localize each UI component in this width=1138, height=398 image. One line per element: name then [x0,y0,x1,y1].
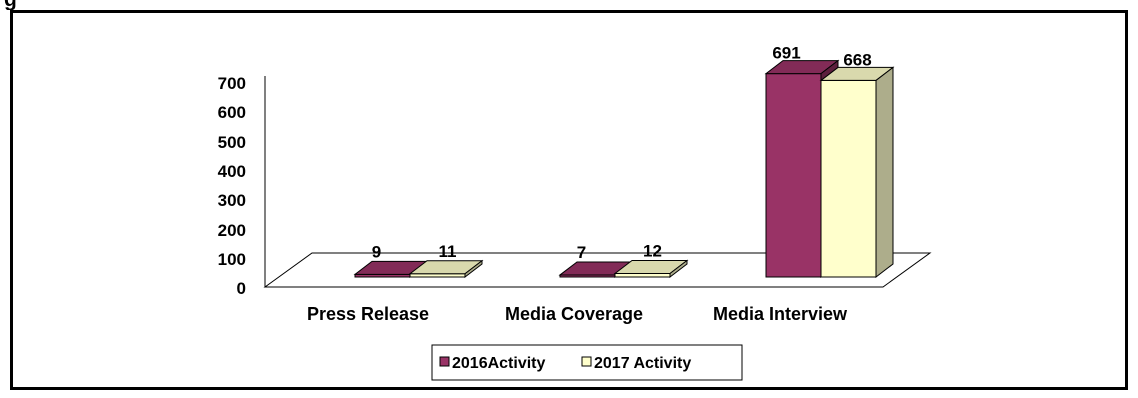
category-label: Media Coverage [505,304,643,324]
y-tick-label: 700 [218,74,246,93]
legend-swatch [581,356,592,367]
data-label: 12 [643,241,662,260]
legend: 2016Activity 2017 Activity [431,344,743,381]
y-tick-label: 200 [218,221,246,240]
y-tick-label: 100 [218,250,246,269]
bar-front [765,73,822,278]
data-label: 668 [843,50,871,69]
chart-title-fragment: g [4,0,17,10]
y-tick-label: 500 [218,133,246,152]
bars [353,59,895,279]
data-label: 7 [577,243,586,262]
bar-front [614,272,671,278]
data-label: 9 [372,242,381,261]
chart-frame [10,10,1128,390]
legend-swatch [439,356,450,367]
bar-side [464,259,483,279]
y-tick-label: 600 [218,103,246,122]
category-label: Media Interview [713,304,848,324]
legend-label: 2017 Activity [594,355,691,372]
y-tick-label: 0 [237,279,246,298]
legend-label: 2016Activity [452,355,545,372]
bar-side [875,66,894,279]
category-label: Press Release [307,304,429,324]
bar-front [820,79,877,278]
y-axis: 0 100 200 300 400 500 600 700 [218,74,266,298]
bar [613,259,689,279]
y-tick-label: 400 [218,162,246,181]
data-label: 691 [772,44,800,63]
bar [819,66,895,279]
chart-title-strip: g [0,0,1138,10]
category-labels: Press Release Media Coverage Media Intervi… [307,304,848,324]
data-labels: 9 11 7 12 691 668 [372,44,872,262]
data-label: 11 [439,242,457,261]
y-tick-label: 300 [218,191,246,210]
bar-side [669,259,688,279]
bar [408,259,484,279]
